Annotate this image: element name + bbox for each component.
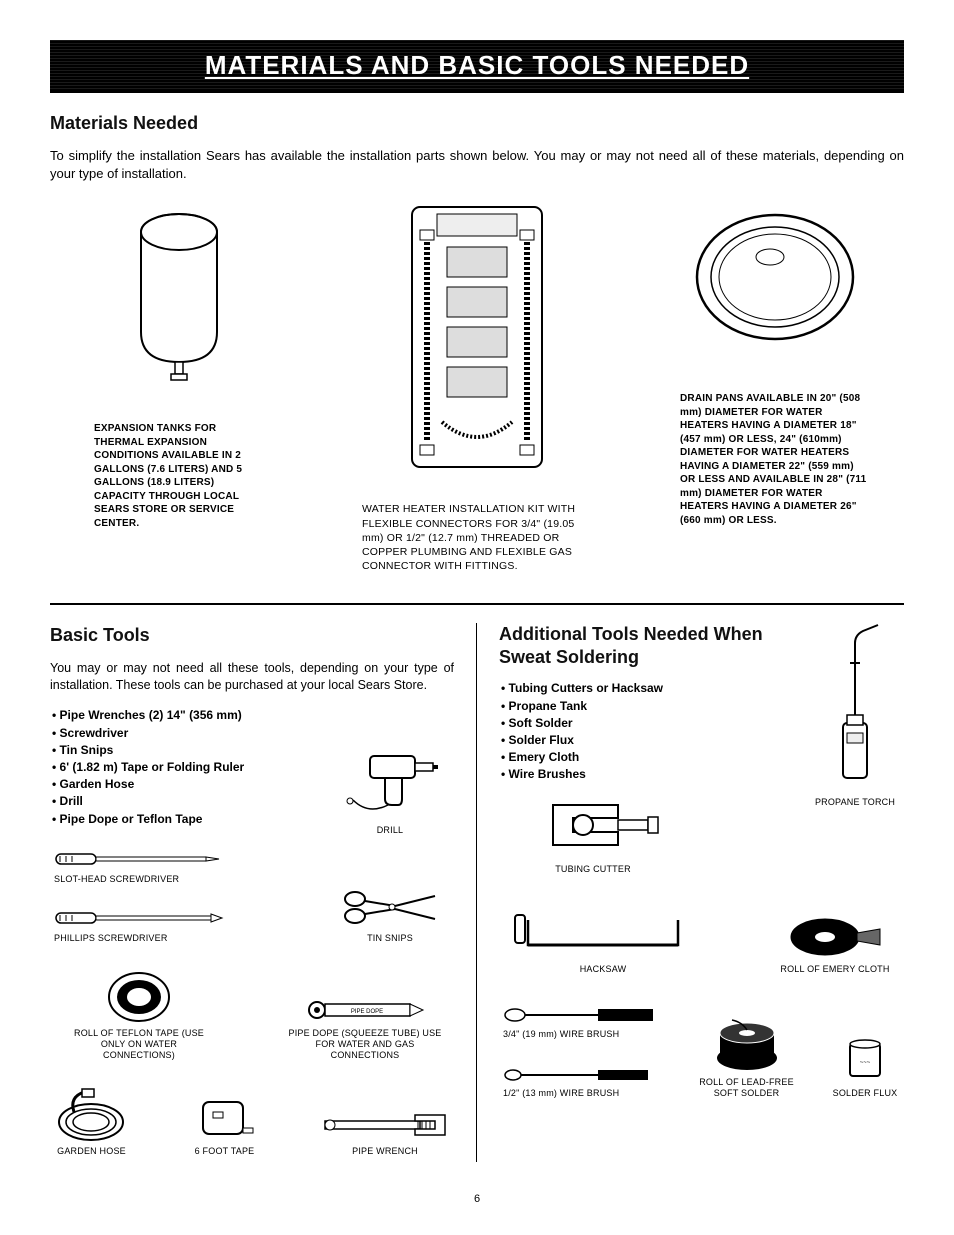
list-item: Wire Brushes: [501, 766, 796, 782]
propane-label: PROPANE TORCH: [815, 797, 895, 808]
tool-solder-flux: ~~~ SOLDER FLUX: [830, 1034, 900, 1099]
tool-six-foot-tape: 6 FOOT TAPE: [195, 1092, 255, 1157]
tool-propane-torch: PROPANE TORCH: [810, 623, 900, 808]
pipe-dope-label: PIPE DOPE (SQUEEZE TUBE) USE FOR WATER A…: [285, 1028, 445, 1060]
list-item: Garden Hose: [52, 776, 316, 792]
tool-drill: DRILL: [330, 705, 450, 835]
basic-tools-column: Basic Tools You may or may not need all …: [50, 623, 477, 1162]
list-item: Tin Snips: [52, 742, 316, 758]
tool-emery-cloth: ROLL OF EMERY CLOTH: [770, 915, 900, 975]
emery-label: ROLL OF EMERY CLOTH: [780, 964, 889, 975]
tool-tin-snips: TIN SNIPS: [330, 884, 450, 944]
list-item: Propane Tank: [501, 698, 796, 714]
tape-label: 6 FOOT TAPE: [195, 1146, 255, 1157]
page-number: 6: [50, 1192, 904, 1207]
tool-phillips-screwdriver: PHILLIPS SCREWDRIVER: [54, 907, 224, 944]
soldering-heading: Additional Tools Needed When Sweat Solde…: [499, 623, 796, 668]
pipe-wrench-label: PIPE WRENCH: [352, 1146, 418, 1157]
basic-tools-intro: You may or may not need all these tools,…: [50, 660, 454, 694]
section-divider: [50, 603, 904, 605]
materials-item-expansion-tank: EXPANSION TANKS FOR THERMAL EXPANSION CO…: [50, 202, 308, 530]
list-item: Solder Flux: [501, 732, 796, 748]
drain-pan-caption: DRAIN PANS AVAILABLE IN 20" (508 mm) DIA…: [680, 392, 870, 527]
page-title: MATERIALS AND BASIC TOOLS NEEDED: [50, 48, 904, 83]
tools-two-column: Basic Tools You may or may not need all …: [50, 623, 904, 1162]
slot-screwdriver-label: SLOT-HEAD SCREWDRIVER: [54, 874, 179, 885]
title-banner: MATERIALS AND BASIC TOOLS NEEDED: [50, 40, 904, 93]
tool-soft-solder: ROLL OF LEAD-FREE SOFT SOLDER: [697, 1018, 797, 1099]
wire-brush-12-label: 1/2" (13 mm) WIRE BRUSH: [503, 1088, 619, 1099]
tubing-cutter-label: TUBING CUTTER: [555, 864, 631, 875]
wire-brush-34-label: 3/4" (19 mm) WIRE BRUSH: [503, 1029, 619, 1040]
tool-wire-brush-12: 1/2" (13 mm) WIRE BRUSH: [503, 1066, 663, 1099]
solder-label: ROLL OF LEAD-FREE SOFT SOLDER: [697, 1077, 797, 1099]
materials-heading: Materials Needed: [50, 111, 904, 135]
soldering-list: Tubing Cutters or Hacksaw Propane Tank S…: [499, 680, 796, 782]
svg-text:~~~: ~~~: [860, 1060, 871, 1066]
tin-snips-label: TIN SNIPS: [367, 933, 413, 944]
list-item: Emery Cloth: [501, 749, 796, 765]
materials-item-drain-pan: DRAIN PANS AVAILABLE IN 20" (508 mm) DIA…: [646, 202, 904, 527]
list-item: Pipe Wrenches (2) 14" (356 mm): [52, 707, 316, 723]
basic-tools-heading: Basic Tools: [50, 623, 454, 647]
expansion-tank-caption: EXPANSION TANKS FOR THERMAL EXPANSION CO…: [94, 422, 264, 530]
list-item: Tubing Cutters or Hacksaw: [501, 680, 796, 696]
teflon-label: ROLL OF TEFLON TAPE (USE ONLY ON WATER C…: [64, 1028, 214, 1060]
install-kit-caption: WATER HEATER INSTALLATION KIT WITH FLEXI…: [362, 502, 592, 573]
flux-label: SOLDER FLUX: [833, 1088, 898, 1099]
garden-hose-label: GARDEN HOSE: [57, 1146, 126, 1157]
tool-teflon-tape: ROLL OF TEFLON TAPE (USE ONLY ON WATER C…: [54, 969, 224, 1060]
tool-slot-screwdriver: SLOT-HEAD SCREWDRIVER: [54, 848, 224, 885]
drain-pan-illustration: [690, 202, 860, 352]
tool-pipe-wrench: PIPE WRENCH: [320, 1107, 450, 1157]
list-item: Drill: [52, 793, 316, 809]
tool-hacksaw: HACKSAW: [503, 905, 703, 975]
tool-tubing-cutter: TUBING CUTTER: [503, 790, 683, 875]
tool-pipe-dope: PIPE DOPE PIPE DOPE (SQUEEZE TUBE) USE F…: [280, 996, 450, 1060]
install-kit-illustration: [402, 202, 552, 472]
basic-tools-list: Pipe Wrenches (2) 14" (356 mm) Screwdriv…: [50, 707, 316, 827]
list-item: Screwdriver: [52, 725, 316, 741]
drill-label: DRILL: [377, 825, 404, 836]
svg-text:PIPE DOPE: PIPE DOPE: [351, 1009, 383, 1015]
expansion-tank-illustration: [119, 202, 239, 382]
soldering-column: Additional Tools Needed When Sweat Solde…: [477, 623, 904, 1162]
tool-wire-brush-34: 3/4" (19 mm) WIRE BRUSH: [503, 1005, 663, 1040]
materials-item-install-kit: WATER HEATER INSTALLATION KIT WITH FLEXI…: [348, 202, 606, 573]
phillips-screwdriver-label: PHILLIPS SCREWDRIVER: [54, 933, 168, 944]
materials-row: EXPANSION TANKS FOR THERMAL EXPANSION CO…: [50, 202, 904, 573]
hacksaw-label: HACKSAW: [580, 964, 627, 975]
materials-intro: To simplify the installation Sears has a…: [50, 147, 904, 182]
list-item: Pipe Dope or Teflon Tape: [52, 811, 316, 827]
list-item: 6' (1.82 m) Tape or Folding Ruler: [52, 759, 316, 775]
list-item: Soft Solder: [501, 715, 796, 731]
tool-garden-hose: GARDEN HOSE: [54, 1087, 129, 1157]
